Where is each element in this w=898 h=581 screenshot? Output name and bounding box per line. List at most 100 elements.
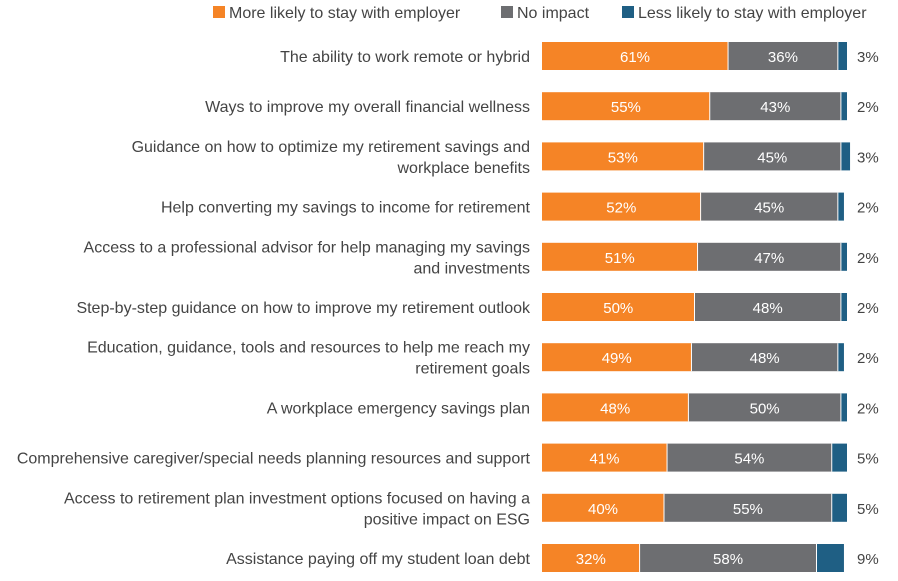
data-label: 47% bbox=[754, 250, 784, 267]
category-label: The ability to work remote or hybrid bbox=[280, 49, 530, 66]
bar-segment-2 bbox=[709, 92, 841, 121]
bar-segment-1 bbox=[542, 393, 689, 422]
bar-segment-1 bbox=[542, 493, 664, 522]
bar-row: Step-by-step guidance on how to improve … bbox=[76, 293, 879, 321]
data-label: 2% bbox=[857, 99, 879, 116]
data-label: 3% bbox=[857, 49, 879, 66]
bar-row: Access to a professional advisor for hel… bbox=[84, 239, 879, 277]
bar-segment-1 bbox=[542, 293, 695, 321]
category-label: A workplace emergency savings plan bbox=[267, 400, 530, 417]
legend-item-1: More likely to stay with employer bbox=[213, 5, 461, 22]
category-label: Step-by-step guidance on how to improve … bbox=[76, 300, 531, 317]
bar-segment-3 bbox=[831, 493, 847, 522]
bar-segment-3 bbox=[816, 544, 844, 572]
category-label: Assistance paying off my student loan de… bbox=[226, 551, 530, 568]
legend-swatch bbox=[501, 6, 513, 18]
bar-segment-3 bbox=[840, 242, 847, 271]
bar-row: A workplace emergency savings plan 48% 50%… bbox=[267, 393, 879, 422]
data-label: 2% bbox=[857, 300, 879, 317]
bar-segment-3 bbox=[837, 42, 847, 70]
bar-segment-1 bbox=[542, 142, 704, 171]
legend-item-2: No impact bbox=[501, 5, 590, 22]
data-label: 58% bbox=[713, 551, 743, 568]
data-label: 5% bbox=[857, 451, 879, 468]
data-label: 3% bbox=[857, 149, 879, 166]
data-label: 2% bbox=[857, 200, 879, 217]
data-label: 49% bbox=[602, 350, 632, 367]
bar-segment-3 bbox=[840, 293, 847, 321]
bar-row: Assistance paying off my student loan de… bbox=[226, 544, 879, 572]
legend: More likely to stay with employer No impa… bbox=[213, 5, 867, 22]
data-label: 50% bbox=[603, 300, 633, 317]
category-label: retirement goals bbox=[415, 361, 530, 378]
bar-row: Access to retirement plan investment opt… bbox=[64, 490, 879, 528]
category-label: and investments bbox=[413, 260, 530, 277]
bar-segment-3 bbox=[831, 443, 847, 472]
legend-label: Less likely to stay with employer bbox=[638, 5, 867, 22]
bar-segment-2 bbox=[664, 493, 832, 522]
bar-row: Comprehensive caregiver/special needs pl… bbox=[17, 443, 879, 472]
data-label: 32% bbox=[576, 551, 606, 568]
legend-label: More likely to stay with employer bbox=[229, 5, 461, 22]
bar-segment-2 bbox=[728, 42, 838, 70]
category-label: Education, guidance, tools and resources… bbox=[87, 340, 530, 357]
legend-swatch bbox=[622, 6, 634, 18]
data-label: 48% bbox=[753, 300, 783, 317]
data-label: 9% bbox=[857, 551, 879, 568]
bar-segment-2 bbox=[639, 544, 817, 572]
bar-row: Ways to improve my overall financial wel… bbox=[205, 92, 879, 121]
data-label: 48% bbox=[750, 350, 780, 367]
bar-segment-2 bbox=[667, 443, 832, 472]
bar-segment-3 bbox=[837, 192, 844, 221]
bar-row: Help converting my savings to income for… bbox=[161, 192, 879, 221]
data-label: 45% bbox=[754, 200, 784, 217]
bar-segment-1 bbox=[542, 92, 710, 121]
data-label: 54% bbox=[734, 451, 764, 468]
bar-segment-2 bbox=[691, 343, 838, 372]
data-label: 2% bbox=[857, 350, 879, 367]
bar-row: The ability to work remote or hybrid 61% 3… bbox=[280, 42, 879, 70]
bar-segment-1 bbox=[542, 544, 640, 572]
data-label: 48% bbox=[600, 400, 630, 417]
bar-segment-2 bbox=[694, 293, 841, 321]
category-label: Access to a professional advisor for hel… bbox=[84, 239, 530, 256]
bar-segment-1 bbox=[542, 443, 668, 472]
legend-label: No impact bbox=[517, 5, 590, 22]
bar-row: Guidance on how to optimize my retiremen… bbox=[132, 139, 879, 177]
data-label: 2% bbox=[857, 250, 879, 267]
data-label: 43% bbox=[760, 99, 790, 116]
legend-swatch bbox=[213, 6, 225, 18]
category-label: Help converting my savings to income for… bbox=[161, 200, 531, 217]
data-label: 36% bbox=[768, 49, 798, 66]
data-label: 51% bbox=[605, 250, 635, 267]
data-label: 45% bbox=[757, 149, 787, 166]
bar-segment-1 bbox=[542, 343, 692, 372]
data-label: 2% bbox=[857, 400, 879, 417]
bar-segment-1 bbox=[542, 192, 701, 221]
bar-segment-2 bbox=[703, 142, 841, 171]
data-label: 52% bbox=[606, 200, 636, 217]
category-label: Guidance on how to optimize my retiremen… bbox=[132, 139, 530, 156]
legend-item-3: Less likely to stay with employer bbox=[622, 5, 867, 22]
bar-segment-1 bbox=[542, 242, 698, 271]
bar-segment-2 bbox=[700, 192, 838, 221]
data-label: 55% bbox=[733, 501, 763, 518]
category-label: Access to retirement plan investment opt… bbox=[64, 490, 530, 507]
category-label: Ways to improve my overall financial wel… bbox=[205, 99, 530, 116]
data-label: 50% bbox=[750, 400, 780, 417]
category-label: Comprehensive caregiver/special needs pl… bbox=[17, 451, 531, 468]
data-label: 41% bbox=[590, 451, 620, 468]
bar-segment-3 bbox=[840, 393, 847, 422]
data-label: 53% bbox=[608, 149, 638, 166]
bar-segment-3 bbox=[837, 343, 844, 372]
chart-rows: The ability to work remote or hybrid 61% 3… bbox=[17, 42, 879, 572]
data-label: 5% bbox=[857, 501, 879, 518]
category-label: positive impact on ESG bbox=[364, 511, 530, 528]
bar-segment-3 bbox=[840, 92, 847, 121]
category-label: workplace benefits bbox=[396, 160, 530, 177]
bar-segment-2 bbox=[697, 242, 841, 271]
data-label: 40% bbox=[588, 501, 618, 518]
bar-row: Education, guidance, tools and resources… bbox=[87, 340, 879, 378]
bar-segment-3 bbox=[840, 142, 851, 171]
